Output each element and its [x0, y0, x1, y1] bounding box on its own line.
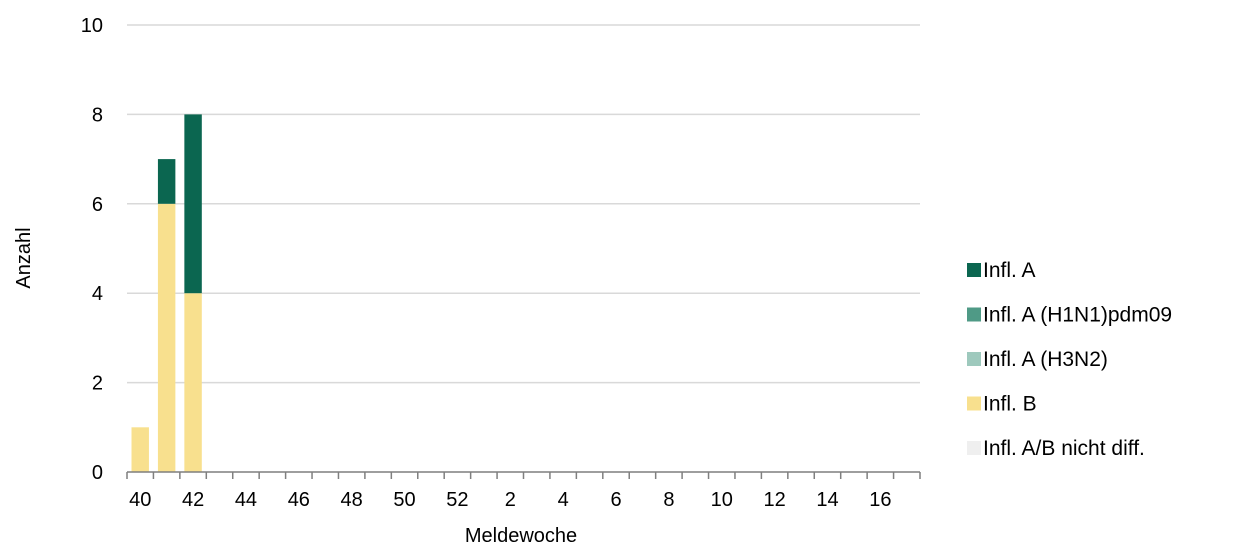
- legend-swatch: [967, 352, 981, 366]
- x-tick-labels: 40 42 44 46 48 50 52 2 4 6 8 10 12 14 16: [129, 489, 891, 511]
- legend-label: Infl. A (H3N2): [983, 348, 1108, 371]
- x-tick-label: 16: [869, 489, 891, 511]
- x-tick-label: 4: [558, 489, 569, 511]
- legend-label: Infl. A (H1N1)pdm09: [983, 304, 1172, 327]
- legend-item: Infl. B: [967, 393, 1037, 416]
- x-tick-label: 2: [505, 489, 516, 511]
- legend-label: Infl. B: [983, 393, 1037, 416]
- x-tick-label: 52: [446, 489, 468, 511]
- legend-item: Infl. A/B nicht diff.: [967, 437, 1145, 460]
- y-tick-label: 2: [92, 373, 103, 395]
- y-tick-labels: 0 2 4 6 8 10: [81, 15, 103, 484]
- gridlines: [127, 24, 920, 384]
- x-axis-title: Meldewoche: [465, 525, 577, 547]
- legend: Infl. A Infl. A (H1N1)pdm09 Infl. A (H3N2)…: [967, 259, 1172, 460]
- legend-swatch: [967, 441, 981, 455]
- legend-item: Infl. A (H1N1)pdm09: [967, 304, 1172, 327]
- legend-label: Infl. A/B nicht diff.: [983, 437, 1145, 460]
- y-tick-label: 4: [92, 283, 103, 305]
- x-tick-label: 42: [182, 489, 204, 511]
- axes: [126, 471, 921, 479]
- bar-segment: [184, 293, 202, 472]
- x-tick-label: 50: [393, 489, 415, 511]
- y-tick-label: 10: [81, 15, 103, 37]
- x-tick-label: 8: [663, 489, 674, 511]
- x-tick-label: 12: [763, 489, 785, 511]
- legend-item: Infl. A: [967, 259, 1036, 282]
- x-tick-label: 44: [235, 489, 257, 511]
- legend-item: Infl. A (H3N2): [967, 348, 1108, 371]
- x-tick-label: 40: [129, 489, 151, 511]
- x-tick-label: 48: [341, 489, 363, 511]
- bar-segment: [131, 427, 149, 472]
- y-axis-title: Anzahl: [13, 227, 35, 288]
- y-tick-label: 0: [92, 462, 103, 484]
- x-tick-label: 10: [711, 489, 733, 511]
- legend-swatch: [967, 396, 981, 411]
- legend-swatch: [967, 307, 981, 322]
- legend-label: Infl. A: [983, 259, 1036, 282]
- bar-area: [131, 114, 202, 473]
- bar-segment: [184, 114, 202, 294]
- y-tick-label: 8: [92, 104, 103, 126]
- legend-swatch: [967, 263, 981, 277]
- x-tick-label: 46: [288, 489, 310, 511]
- x-tick-label: 14: [816, 489, 838, 511]
- bar-segment: [157, 159, 176, 204]
- x-tick-label: 6: [610, 489, 621, 511]
- bar-segment: [157, 203, 176, 473]
- y-tick-label: 6: [92, 194, 103, 216]
